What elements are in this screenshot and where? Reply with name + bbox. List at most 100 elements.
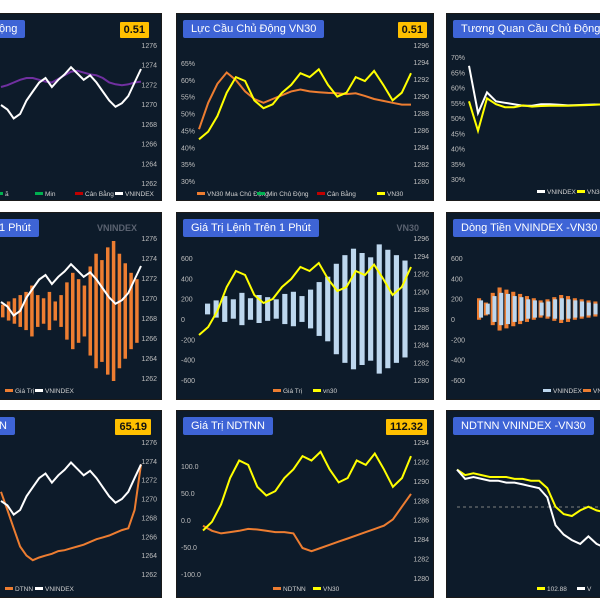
right-tick-label: 1290 — [413, 289, 429, 296]
volume-bar — [282, 293, 288, 325]
right-tick-label: 1274 — [141, 459, 157, 466]
volume-bar — [106, 247, 110, 375]
volume-bar — [53, 301, 57, 321]
chart-svg-2: 65% 60% 55% 50% 45% 40% 35% 30% 1296 1294 1292 1290… — [181, 43, 429, 198]
volume-bar — [376, 244, 382, 374]
left-tick-label: 50.0 — [181, 491, 195, 498]
left-tick-label: -200 — [181, 337, 195, 344]
volume-bar — [316, 282, 322, 336]
legend-label: Min Chủ Động — [267, 190, 309, 198]
right-tick-label: 1268 — [141, 515, 157, 522]
chart-svg-6: 600 400 200 0 -200 -400 -600 VNINDEX VN30 — [451, 256, 600, 395]
legend-swatch — [35, 389, 43, 392]
legend-swatch — [5, 587, 13, 590]
volume-bar — [342, 255, 348, 363]
legend-swatch — [273, 389, 281, 392]
chart-svg-7: 1276 1274 1272 1270 1268 1266 1264 1262 DTNN VNIN… — [0, 440, 157, 593]
legend-swatch — [115, 192, 123, 195]
legend-swatch — [537, 190, 545, 193]
value-badge: 0.51 — [119, 22, 149, 38]
right-tick-label: 1284 — [413, 343, 429, 350]
right-tick-label: 1286 — [413, 325, 429, 332]
right-tick-label: 1284 — [413, 537, 429, 544]
legend-label: VNINDEX — [553, 388, 583, 395]
volume-bar — [499, 292, 504, 326]
right-tick-label: 1268 — [141, 316, 157, 323]
chart-panel-7: 1276 1274 1272 1270 1268 1266 1264 1262 DTNN VNIN… — [0, 410, 162, 598]
legend-label: VNINDEX — [125, 191, 155, 198]
right-tick-label: 1270 — [141, 296, 157, 303]
volume-bar — [350, 248, 357, 370]
volume-bar — [402, 260, 408, 358]
legend-swatch — [197, 192, 205, 195]
left-tick-label: 0 — [451, 317, 455, 324]
legend-swatch — [313, 389, 321, 392]
right-tick-label: 1282 — [413, 162, 429, 169]
legend-label: VNINDEX — [45, 388, 75, 395]
volume-bar — [580, 301, 585, 317]
legend-label: DTNN — [15, 586, 33, 593]
right-tick-label: 1272 — [141, 478, 157, 485]
legend-swatch — [0, 192, 3, 195]
right-tick-label: 1290 — [413, 479, 429, 486]
volume-bar — [485, 303, 490, 315]
volume-bar — [222, 296, 228, 322]
legend-label: Min — [45, 191, 56, 198]
chart-title: Dòng Tiền VNINDEX -VN30 — [453, 219, 600, 237]
right-tick-label: 1288 — [413, 307, 429, 314]
value-badge: 65.19 — [115, 419, 151, 435]
volume-bar — [6, 301, 11, 321]
volume-bar — [385, 249, 391, 369]
left-tick-label: -100.0 — [181, 572, 201, 579]
volume-bar — [123, 263, 127, 359]
legend-swatch — [35, 192, 43, 195]
right-tick-label: 1288 — [413, 111, 429, 118]
right-tick-label: 1264 — [141, 161, 157, 168]
right-tick-label: 1276 — [141, 440, 157, 447]
left-tick-label: -50.0 — [181, 545, 197, 552]
legend-swatch — [257, 192, 265, 195]
left-tick-label: -600 — [181, 378, 195, 385]
chart-panel-9: 102.88 V NDTNN VNINDEX -VN30 — [446, 410, 600, 598]
volume-bar — [239, 292, 245, 326]
left-tick-label: 45% — [181, 128, 195, 135]
chart-svg-5: 600 400 200 0 -200 -400 -600 1296 1294 1292 1290 12… — [181, 236, 429, 395]
left-tick-label: 200 — [451, 297, 463, 304]
right-tick-label: 1286 — [413, 518, 429, 525]
volume-bar — [100, 260, 104, 362]
right-tick-label: 1296 — [413, 236, 429, 243]
left-tick-label: 0 — [181, 317, 185, 324]
legend-swatch — [75, 192, 83, 195]
value-badge: 0.51 — [397, 22, 427, 38]
chart-svg-1: 1276 1274 1272 1270 1268 1266 1264 1262 ã Min Cân … — [0, 43, 157, 198]
volume-bar — [213, 300, 219, 318]
volume-bar — [117, 253, 122, 369]
right-tick-label: 1284 — [413, 145, 429, 152]
volume-bar — [94, 253, 98, 369]
volume-bar — [76, 279, 81, 343]
left-tick-label: 35% — [181, 162, 195, 169]
volume-bar — [265, 297, 271, 321]
legend-label: vn30 — [323, 388, 337, 395]
left-tick-label: 400 — [451, 276, 463, 283]
series-line — [456, 468, 600, 547]
legend-label: ã — [5, 191, 9, 198]
legend-label: VN30 — [323, 586, 340, 593]
legend-label: V — [587, 586, 592, 593]
right-tick-label: 1282 — [413, 557, 429, 564]
volume-bar — [1, 304, 5, 318]
series-line — [468, 96, 600, 135]
right-tick-label: 1266 — [141, 142, 157, 149]
volume-bar — [230, 299, 236, 319]
volume-bar — [299, 296, 305, 322]
volume-bar — [12, 298, 17, 324]
chart-svg-9: 102.88 V — [456, 468, 600, 593]
series-line — [202, 450, 412, 532]
chart-title: ộng — [0, 20, 26, 38]
volume-bar — [566, 299, 571, 319]
legend-label: Giá Trị — [15, 388, 34, 395]
legend-label: NDTNN — [283, 586, 306, 593]
volume-bar — [205, 303, 211, 315]
chart-panel-4: 1276 1274 1272 1270 1268 1266 1264 1262 Giá Trị V… — [0, 212, 162, 400]
series-line — [0, 65, 142, 120]
